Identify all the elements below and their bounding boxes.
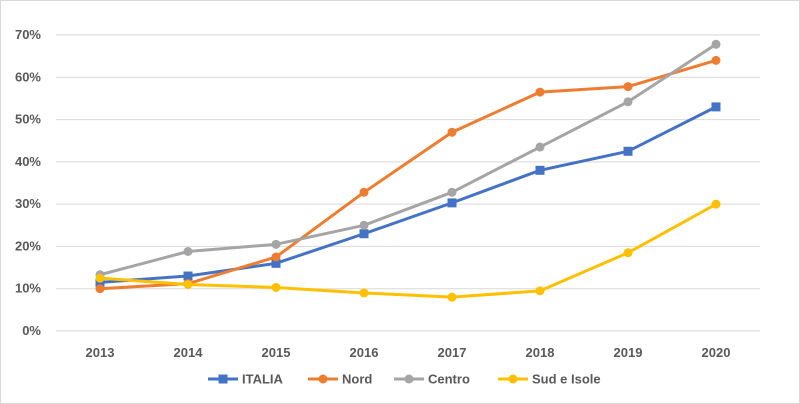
data-point [359, 229, 369, 239]
series-group [95, 39, 721, 302]
data-point [447, 187, 457, 197]
data-point [623, 97, 633, 107]
x-tick-label: 2014 [174, 345, 204, 360]
data-point [95, 284, 105, 294]
data-point [183, 271, 193, 281]
y-tick-label: 30% [15, 196, 41, 211]
x-tick-label: 2016 [350, 345, 379, 360]
series-line [98, 105, 718, 284]
legend-marker [318, 374, 328, 384]
legend-item: Nord [308, 372, 372, 387]
data-point [183, 247, 193, 257]
series-line [98, 42, 718, 277]
data-point [535, 87, 545, 97]
legend-label: Sud e Isole [532, 372, 601, 387]
data-point [447, 198, 457, 208]
legend-item: Centro [394, 372, 470, 387]
data-point [711, 199, 721, 209]
data-point [447, 292, 457, 302]
legend-marker [508, 374, 518, 384]
y-axis: 0% 10% 20% 30% 40% 50% 60% 70% [15, 27, 41, 338]
x-axis: 2013 2014 2015 2016 2017 2018 2019 2020 [86, 345, 731, 360]
series-line [98, 202, 718, 299]
data-point [535, 286, 545, 296]
x-tick-label: 2019 [614, 345, 643, 360]
data-point [271, 258, 281, 268]
data-point [711, 102, 721, 112]
series-0 [95, 102, 721, 287]
series-3 [95, 199, 721, 302]
y-tick-label: 40% [15, 154, 41, 169]
series-2 [95, 39, 721, 280]
data-point [447, 127, 457, 137]
data-point [535, 142, 545, 152]
legend-marker [218, 374, 228, 384]
x-tick-label: 2015 [262, 345, 291, 360]
data-point [535, 165, 545, 175]
data-point [183, 279, 193, 289]
legend-label: ITALIA [242, 372, 284, 387]
x-tick-label: 2018 [526, 345, 555, 360]
legend-marker [404, 374, 414, 384]
data-point [359, 220, 369, 230]
data-point [271, 252, 281, 262]
y-tick-label: 10% [15, 281, 41, 296]
x-tick-label: 2013 [86, 345, 115, 360]
data-point [95, 273, 105, 283]
data-point [359, 288, 369, 298]
data-point [271, 239, 281, 249]
x-tick-label: 2017 [438, 345, 467, 360]
series-1 [95, 55, 721, 294]
y-tick-label: 50% [15, 112, 41, 127]
data-point [359, 187, 369, 197]
data-point [271, 282, 281, 292]
y-tick-label: 60% [15, 69, 41, 84]
data-point [623, 146, 633, 156]
y-tick-label: 20% [15, 238, 41, 253]
legend-label: Centro [428, 372, 470, 387]
legend-item: ITALIA [208, 372, 284, 387]
x-tick-label: 2020 [702, 345, 731, 360]
legend: ITALIA Nord Centro Sud e Isole [208, 372, 601, 387]
y-tick-label: 0% [22, 323, 41, 338]
data-point [711, 39, 721, 49]
data-point [711, 55, 721, 65]
y-tick-label: 70% [15, 27, 41, 42]
series-line [98, 58, 718, 291]
data-point [623, 248, 633, 258]
legend-item: Sud e Isole [498, 372, 601, 387]
legend-label: Nord [342, 372, 372, 387]
data-point [623, 82, 633, 92]
